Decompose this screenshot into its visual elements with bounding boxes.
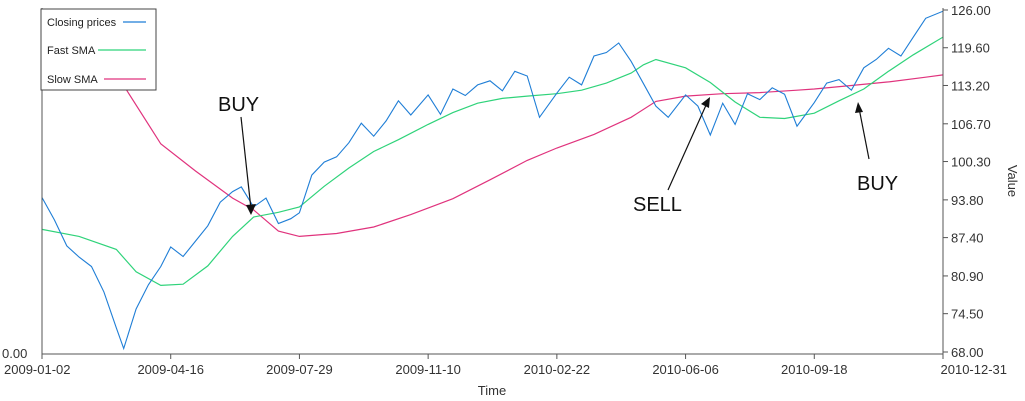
y-tick-label: 87.40 [951,231,984,246]
left-axis-zero-label: 0.00 [2,346,27,361]
annotation-sell-arrowhead [701,97,710,108]
annotation-sell-label: SELL [633,194,682,216]
x-tick-label: 2010-06-06 [652,362,719,377]
y-axis-ticks: 68.00 74.50 80.90 87.40 93.80 100.30 106.70 113… [943,3,991,360]
x-tick-label: 2009-07-29 [266,362,333,377]
annotation-buy-2-arrowhead [855,102,863,113]
plot-area [42,10,943,351]
slow-sma-line [123,74,943,238]
annotation-buy-2-label: BUY [857,173,898,195]
x-axis-ticks: 2009-01-02 2009-04-16 2009-07-29 2009-11-10… [4,354,1007,377]
annotation-buy-2: BUY [855,102,898,195]
annotation-buy-1-arrowhead [246,204,256,215]
legend-label-closing: Closing prices [47,17,117,29]
y-tick-label: 100.30 [951,155,991,170]
y-tick-label: 126.00 [951,3,991,18]
y-axis-title: Value [1005,165,1020,197]
legend-label-slow: Slow SMA [47,74,98,86]
y-tick-label: 106.70 [951,117,991,132]
x-tick-label: 2010-09-18 [781,362,848,377]
x-tick-label: 2009-04-16 [137,362,204,377]
annotation-sell-arrow [667,102,708,191]
x-tick-label: 2010-12-31 [941,362,1008,377]
y-tick-label: 80.90 [951,269,984,284]
annotation-buy-2-arrow [858,107,870,160]
closing-prices-line [42,10,943,351]
legend-label-fast: Fast SMA [47,45,96,57]
legend: Closing prices Fast SMA Slow SMA [40,8,157,91]
annotation-buy-1-arrow [240,116,252,210]
y-tick-label: 93.80 [951,193,984,208]
y-tick-label: 119.60 [951,41,990,56]
annotation-buy-1-label: BUY [218,94,259,116]
annotation-sell: SELL [633,97,710,216]
y-tick-label: 74.50 [951,307,984,322]
fast-sma-line [42,36,943,287]
y-tick-label: 113.20 [951,78,990,93]
x-tick-label: 2009-01-02 [4,362,71,377]
x-tick-label: 2010-02-22 [524,362,591,377]
x-axis-title: Time [478,383,506,398]
y-tick-label: 68.00 [951,345,984,360]
x-tick-label: 2009-11-10 [395,362,461,377]
annotation-buy-1: BUY [218,94,259,215]
